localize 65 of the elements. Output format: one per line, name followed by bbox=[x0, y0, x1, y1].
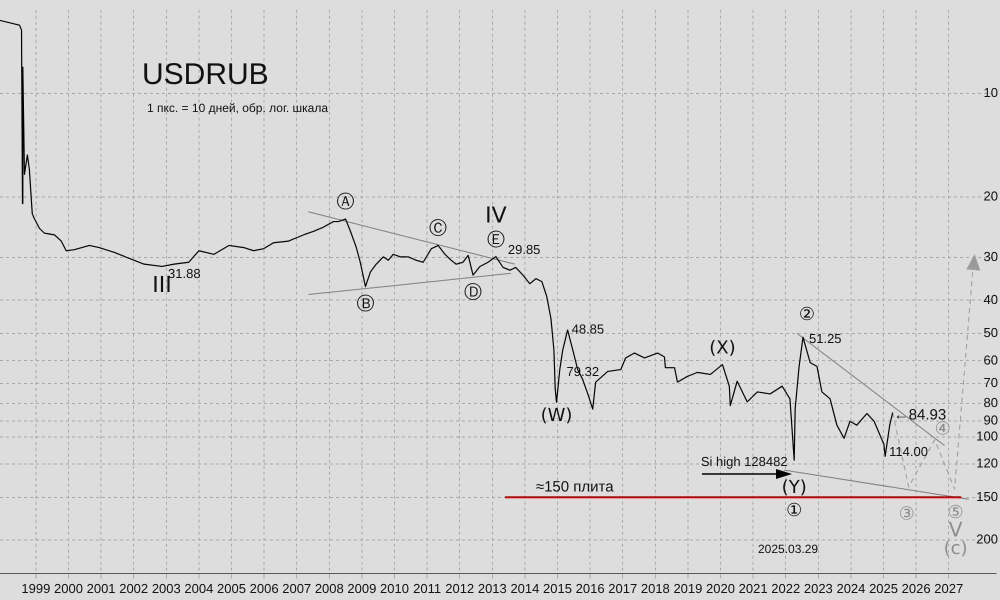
x-tick-label: 2013 bbox=[478, 580, 507, 596]
x-tick-label: 2009 bbox=[347, 580, 376, 596]
annotation: Ⓒ bbox=[429, 218, 448, 240]
x-tick-label: 2007 bbox=[282, 580, 312, 596]
x-tick-label: 2006 bbox=[250, 580, 279, 596]
x-tick-label: 2026 bbox=[902, 580, 931, 596]
annotation: Si high 128482 bbox=[700, 454, 788, 469]
y-tick-label: 60 bbox=[984, 352, 998, 368]
x-tick-label: 2005 bbox=[217, 580, 246, 596]
annotation: Ⓔ bbox=[486, 229, 505, 250]
x-tick-label: 2010 bbox=[380, 580, 409, 596]
y-tick-label: 100 bbox=[976, 428, 998, 444]
y-tick-label: 150 bbox=[976, 488, 998, 504]
x-tick-label: 2018 bbox=[640, 580, 670, 596]
annotation: 2025.03.29 bbox=[758, 542, 818, 556]
x-tick-label: 2008 bbox=[314, 580, 344, 596]
annotation: 29.85 bbox=[508, 242, 540, 258]
annotation: ③ bbox=[898, 504, 915, 525]
text: USDRUB bbox=[142, 58, 269, 92]
x-tick-label: 2027 bbox=[934, 580, 964, 596]
annotation: 31.88 bbox=[168, 266, 201, 281]
ref-line-label: ≈150 плита bbox=[536, 478, 614, 496]
y-tick-label: 20 bbox=[984, 188, 998, 204]
annotation: 114.00 bbox=[889, 444, 928, 459]
x-tick-label: 2025 bbox=[869, 580, 898, 596]
x-tick-label: 2004 bbox=[184, 580, 214, 596]
y-tick-label: 200 bbox=[976, 532, 998, 547]
x-tick-label: 2002 bbox=[119, 580, 148, 596]
x-tick-label: 2016 bbox=[576, 580, 605, 596]
x-tick-label: 2021 bbox=[738, 580, 768, 596]
y-tick-label: 80 bbox=[984, 395, 998, 410]
text: 1 пкс. = 10 дней, обр. лог. шкала bbox=[147, 101, 328, 115]
annotation: (Y) bbox=[782, 476, 807, 498]
x-tick-label: 2015 bbox=[543, 580, 572, 596]
x-tick-label: 2017 bbox=[608, 580, 638, 596]
x-tick-label: 2003 bbox=[152, 580, 181, 596]
x-tick-label: 2019 bbox=[673, 580, 702, 596]
annotation: (W) bbox=[540, 404, 572, 426]
annotation: ④ bbox=[934, 418, 951, 440]
annotation: ② bbox=[798, 304, 816, 325]
x-tick-label: 2012 bbox=[445, 580, 474, 596]
annotation: ① bbox=[786, 500, 802, 521]
x-tick-label: 2020 bbox=[706, 580, 735, 596]
y-tick-label: 30 bbox=[984, 248, 998, 264]
x-tick-label: 2023 bbox=[804, 580, 833, 596]
annotation: 48.85 bbox=[572, 322, 604, 337]
annotation: 51.25 bbox=[808, 330, 842, 346]
x-tick-label: 2022 bbox=[771, 580, 800, 596]
y-tick-label: 120 bbox=[976, 456, 998, 471]
x-tick-label: 2014 bbox=[510, 580, 540, 596]
annotation: IV bbox=[485, 203, 507, 228]
y-tick-label: 10 bbox=[984, 85, 998, 100]
y-tick-label: 70 bbox=[984, 375, 998, 390]
y-tick-label: 90 bbox=[984, 412, 998, 428]
y-tick-label: 50 bbox=[984, 325, 998, 340]
x-tick-label: 2024 bbox=[836, 580, 866, 596]
y-tick-label: 40 bbox=[984, 292, 998, 307]
annotation: (X) bbox=[709, 337, 736, 358]
x-tick-label: 1999 bbox=[21, 580, 50, 596]
x-tick-label: 2001 bbox=[86, 580, 116, 596]
x-tick-label: 2000 bbox=[54, 580, 83, 596]
x-tick-label: 2011 bbox=[413, 580, 442, 596]
annotation: Ⓓ bbox=[464, 282, 482, 303]
annotation: Ⓑ bbox=[356, 293, 374, 314]
annotation: Ⓐ bbox=[336, 192, 355, 213]
